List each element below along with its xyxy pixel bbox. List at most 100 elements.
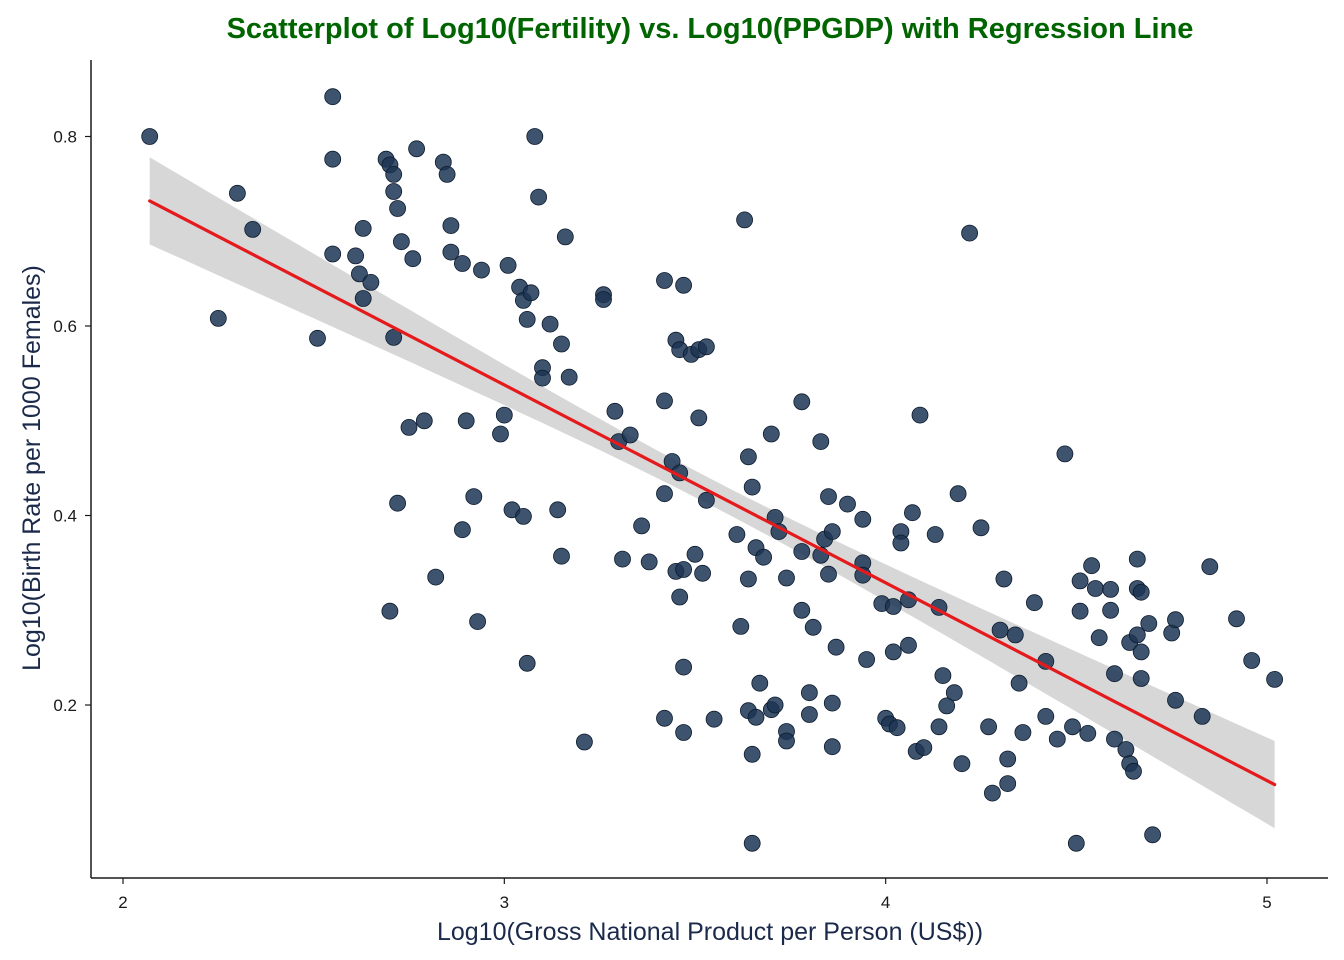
data-point [984,784,1001,802]
data-point [1128,626,1146,644]
data-point [823,523,841,540]
data-point [823,738,841,756]
data-point [415,412,433,430]
data-point [1102,581,1119,598]
data-point [560,368,578,386]
data-point [427,568,445,586]
data-point [732,618,750,635]
data-point [1102,601,1119,619]
x-tick-label: 5 [1262,893,1271,912]
data-point [656,709,673,727]
x-axis-ticks: 2 3 4 5 [118,878,1272,912]
data-point [778,732,795,750]
data-point [515,508,532,525]
data-point [553,547,570,565]
data-point [675,276,692,294]
data-point [675,658,692,676]
data-point [1193,708,1211,725]
data-point [457,412,475,430]
x-tick-label: 3 [500,893,509,912]
data-point [854,510,872,528]
data-point [762,425,780,443]
data-point [1006,626,1024,644]
data-point [404,250,422,268]
data-point [1144,826,1161,844]
data-point [740,570,757,588]
data-point [453,521,471,539]
data-point [698,338,715,356]
data-point [1056,445,1074,463]
data-point [522,284,540,302]
data-point [309,329,326,347]
data-point [530,188,547,206]
data-point [743,834,761,852]
data-point [553,335,570,353]
data-point [801,684,818,702]
data-point [900,636,917,654]
y-tick-label: 0.8 [53,128,77,147]
data-point [751,674,769,692]
data-point [793,393,811,411]
chart-title: Scatterplot of Log10(Fertility) vs. Log1… [227,13,1194,45]
data-point [324,88,342,106]
data-point [740,448,757,466]
data-point [945,684,963,702]
data-point [934,667,952,684]
data-point [778,569,795,587]
data-point [1266,671,1283,688]
data-point [518,310,536,328]
x-axis-label: Log10(Gross National Product per Person … [437,918,983,946]
data-point [999,775,1017,792]
data-point [1087,580,1104,597]
data-point [1228,610,1245,628]
data-point [1132,583,1150,601]
data-point [820,565,837,583]
data-point [755,548,772,566]
data-point [576,733,593,751]
data-point [1014,724,1032,741]
data-point [354,219,372,237]
data-point [381,602,399,620]
data-point [766,696,784,714]
data-point [995,570,1013,588]
data-point [606,402,624,420]
data-point [999,750,1017,768]
data-point [614,550,631,568]
data-point [438,165,456,183]
data-point [743,478,761,496]
data-point [595,291,612,308]
data-point [1090,629,1108,647]
regression-line [148,199,1277,787]
data-point [534,369,551,387]
data-point [1026,594,1043,612]
data-point [556,228,574,246]
x-tick-label: 4 [881,893,890,912]
data-point [1048,730,1066,748]
data-point [1167,691,1184,709]
data-point [698,491,715,509]
data-point [656,272,673,289]
data-point [1140,615,1158,632]
data-point [633,517,650,535]
data-point [675,561,692,578]
data-point [904,504,921,522]
data-point [1083,557,1100,575]
data-point [389,200,407,217]
data-point [656,485,673,503]
data-point [1125,762,1142,780]
data-point [385,183,403,200]
data-point [541,315,559,333]
data-point [747,708,765,726]
data-point [469,613,487,630]
data-point [408,140,426,158]
x-tick-label: 2 [118,893,127,912]
data-point [347,247,365,265]
data-point [473,261,490,279]
data-point [350,265,368,283]
y-axis-label: Log10(Birth Rate per 1000 Females) [18,265,46,671]
data-point [1106,730,1123,748]
data-point [385,165,403,183]
data-point [793,543,811,560]
data-point [801,706,818,723]
